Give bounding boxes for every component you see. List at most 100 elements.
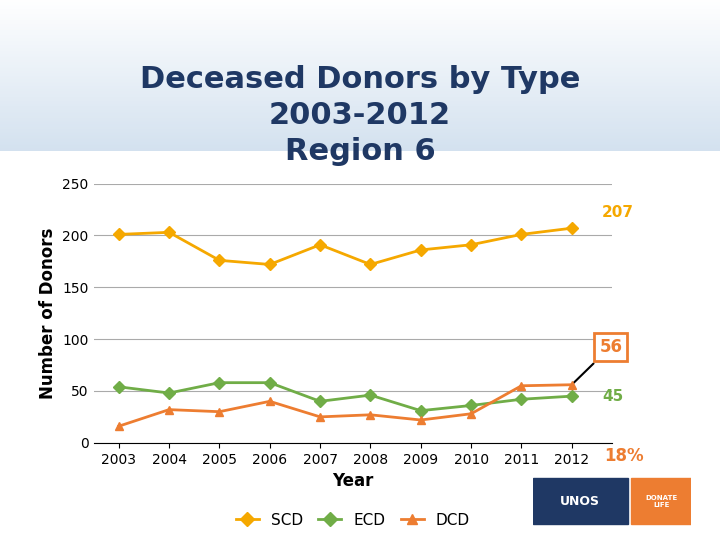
Line: SCD: SCD [114,224,576,268]
Bar [0,91,720,92]
Bar [0,79,720,80]
Bar [0,127,720,129]
ECD [114,383,123,390]
Y-axis label: Number of Donors: Number of Donors [39,227,57,399]
ECD [215,380,224,386]
Bar [0,119,720,121]
Text: 45: 45 [602,389,624,404]
ECD [316,398,325,404]
ECD [517,396,526,402]
Bar [0,59,720,60]
Bar [0,142,720,144]
SCD [567,225,576,232]
Bar [0,117,720,118]
X-axis label: Year: Year [332,472,374,490]
Bar [0,130,720,132]
Text: Deceased Donors by Type
2003-2012
Region 6: Deceased Donors by Type 2003-2012 Region… [140,65,580,166]
Bar [0,50,720,51]
Bar [0,118,720,119]
Bar [0,133,720,134]
Bar [0,100,720,102]
Bar [0,82,720,83]
ECD [567,393,576,400]
DCD [416,417,425,423]
Bar [0,123,720,124]
DCD [467,410,475,417]
Bar [0,65,720,66]
Bar [0,109,720,110]
SCD [165,229,174,235]
Line: DCD: DCD [114,381,576,430]
Bar [0,17,720,18]
Bar [0,23,720,24]
Bar [0,60,720,62]
Bar [0,72,720,74]
Bar [0,0,720,2]
Bar [0,64,720,65]
Bar [0,42,720,44]
DCD [114,423,123,429]
Bar [0,39,720,41]
Bar [0,66,720,68]
Bar [0,51,720,53]
SCD [114,231,123,238]
Bar [0,19,720,21]
Bar [0,106,720,107]
Bar [0,136,720,138]
Bar [0,85,720,86]
DCD [266,398,274,404]
Bar [0,107,720,109]
Text: UNOS: UNOS [560,495,600,508]
Text: 18%: 18% [605,448,644,465]
Bar [0,86,720,87]
Bar [0,150,720,151]
Bar [0,15,720,17]
Bar [0,87,720,89]
SCD [266,261,274,268]
Bar [0,24,720,26]
Bar [0,95,720,97]
Bar [0,11,720,12]
Bar [0,97,720,98]
Bar [0,56,720,57]
Bar [0,53,720,55]
Bar [0,92,720,94]
Bar [0,6,720,8]
Bar [0,3,720,4]
SCD [517,231,526,238]
Bar [0,147,720,148]
Bar [0,47,720,49]
Bar [0,77,720,79]
Bar [0,62,720,64]
Bar [0,140,720,142]
Bar [0,89,720,91]
Bar [0,76,720,77]
Bar [0,134,720,136]
Bar [0,113,720,115]
Bar [0,115,720,117]
Bar [631,478,691,524]
Bar [0,68,720,70]
Bar [0,103,720,104]
Bar [0,121,720,123]
ECD [467,402,475,409]
SCD [467,241,475,248]
Bar [0,98,720,100]
Bar [0,125,720,127]
Bar [0,33,720,35]
Bar [0,71,720,72]
Text: DONATE
LIFE: DONATE LIFE [645,495,678,508]
Bar [0,44,720,45]
Bar [0,104,720,106]
Bar [0,138,720,139]
Bar [0,29,720,30]
Bar [0,132,720,133]
Bar [0,83,720,85]
Bar [0,9,720,11]
Bar [0,80,720,82]
Text: 207: 207 [602,205,634,220]
Bar [0,8,720,9]
Bar [0,35,720,36]
Bar [0,57,720,59]
Bar [0,4,720,6]
